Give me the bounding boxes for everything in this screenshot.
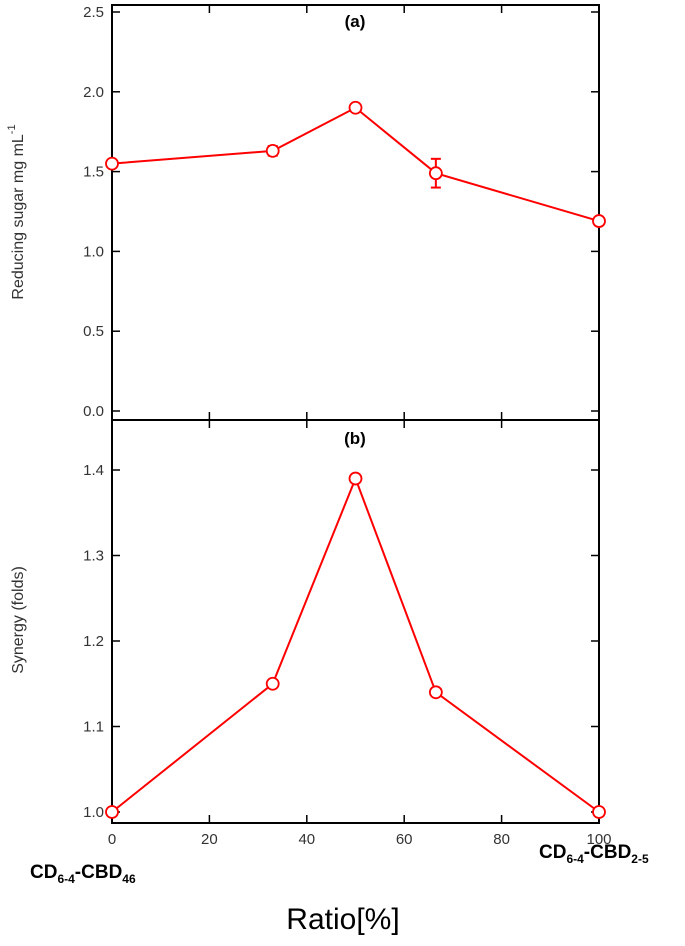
panel-a-ytick-label: 0.0 xyxy=(83,403,104,420)
panel-a-ylabel-sup: -1 xyxy=(6,124,18,134)
xtick-label: 80 xyxy=(493,831,510,848)
panel-b-ytick-label: 1.0 xyxy=(83,804,104,821)
left-endpoint-main: CD xyxy=(30,862,57,883)
panel-b-data-point xyxy=(428,685,443,700)
panel-b-data-point xyxy=(265,676,280,691)
panel-a-ytick-label: 2.5 xyxy=(83,4,104,21)
left-endpoint-sub2: 46 xyxy=(122,872,136,886)
panel-a-ytick-label: 1.5 xyxy=(83,164,104,181)
panel-b-title: (b) xyxy=(344,429,366,448)
panel-a-series xyxy=(105,100,606,228)
panel-b-ytick-label: 1.4 xyxy=(83,462,104,479)
panel-b-frame xyxy=(111,419,600,824)
panel-a-series-line xyxy=(111,106,600,223)
x-ticks: 0 20 40 60 80 100 xyxy=(108,831,612,848)
panel-a-ylabel-text: Reducing sugar mg mL xyxy=(10,134,27,300)
left-endpoint-label: CD6-4-CBD46 xyxy=(30,862,136,886)
right-endpoint-mid: -CBD xyxy=(584,842,632,863)
panel-b-ylabel: Synergy (folds) xyxy=(10,566,27,674)
left-endpoint-sub1: 6-4 xyxy=(57,872,75,886)
panel-a-ytick-label: 2.0 xyxy=(83,84,104,101)
xtick-label: 40 xyxy=(298,831,315,848)
panel-b-series xyxy=(105,471,606,819)
panel-a-ytick-label: 1.0 xyxy=(83,243,104,260)
panel-a-frame xyxy=(111,4,600,421)
panel-a-data-point xyxy=(428,166,443,181)
right-endpoint-label: CD6-4-CBD2-5 xyxy=(539,842,649,866)
panel-a-ytick-label: 0.5 xyxy=(83,323,104,340)
panel-a-data-point xyxy=(265,143,280,158)
panel-b-ytick-label: 1.2 xyxy=(83,633,104,650)
panel-b-series-line xyxy=(111,475,600,813)
panel-a-yticks: 0.0 0.5 1.0 1.5 2.0 2.5 xyxy=(83,4,600,420)
xtick-label: 20 xyxy=(201,831,218,848)
x-axis-title: Ratio[%] xyxy=(286,903,399,936)
panel-a-data-point xyxy=(348,100,363,115)
xtick-label: 0 xyxy=(108,831,116,848)
panel-a-data-point xyxy=(105,156,119,171)
panel-a-title: (a) xyxy=(345,12,366,31)
panel-b-ytick-label: 1.3 xyxy=(83,548,104,565)
panel-a-ylabel: Reducing sugar mg mL-1 xyxy=(6,124,27,299)
left-endpoint-mid: -CBD xyxy=(75,862,123,883)
panel-a-data-point xyxy=(592,214,606,228)
panel-b-data-point xyxy=(348,471,363,486)
panel-b-ytick-label: 1.1 xyxy=(83,719,104,736)
right-endpoint-sub1: 6-4 xyxy=(566,852,584,866)
xtick-label: 60 xyxy=(396,831,413,848)
panel-b-yticks: 1.0 1.1 1.2 1.3 1.4 xyxy=(83,420,600,823)
xtick-label: 100 xyxy=(586,831,611,848)
right-endpoint-main: CD xyxy=(539,842,566,863)
right-endpoint-sub2: 2-5 xyxy=(631,852,649,866)
panel-b-data-point xyxy=(105,805,119,819)
panel-b-data-point xyxy=(592,805,606,819)
